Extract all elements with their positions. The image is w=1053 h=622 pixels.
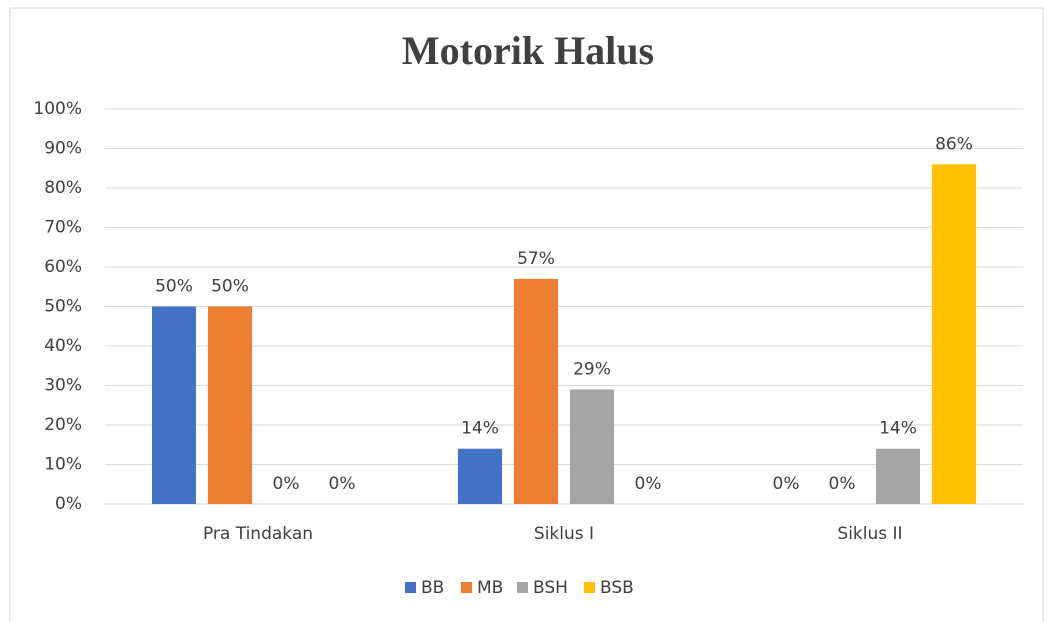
bar bbox=[932, 164, 976, 505]
legend-label: BB bbox=[421, 578, 444, 598]
data-label: 29% bbox=[573, 359, 611, 379]
y-tick-label: 80% bbox=[44, 178, 82, 198]
x-tick-label: Siklus I bbox=[534, 524, 594, 544]
legend-swatch bbox=[584, 582, 595, 593]
legend-swatch bbox=[461, 582, 472, 593]
data-label: 86% bbox=[935, 134, 973, 154]
chart-title: Motorik Halus bbox=[402, 28, 654, 73]
y-tick-label: 0% bbox=[55, 494, 82, 514]
bar bbox=[514, 278, 558, 504]
data-label: 0% bbox=[773, 474, 800, 494]
data-label: 50% bbox=[211, 277, 249, 297]
x-tick-label: Pra Tindakan bbox=[203, 524, 313, 544]
data-label: 50% bbox=[155, 277, 193, 297]
bar bbox=[152, 306, 196, 504]
legend-label: BSH bbox=[533, 578, 568, 598]
bar bbox=[570, 389, 614, 504]
legend-swatch bbox=[405, 582, 416, 593]
bar bbox=[458, 448, 502, 504]
y-tick-label: 60% bbox=[44, 257, 82, 277]
legend-label: MB bbox=[477, 578, 503, 598]
data-label: 0% bbox=[829, 474, 856, 494]
data-label: 0% bbox=[273, 474, 300, 494]
y-tick-label: 90% bbox=[44, 139, 82, 159]
y-tick-label: 40% bbox=[44, 336, 82, 356]
data-label: 0% bbox=[329, 474, 356, 494]
y-tick-label: 50% bbox=[44, 297, 82, 317]
data-label: 14% bbox=[461, 419, 499, 439]
data-label: 57% bbox=[517, 249, 555, 269]
data-label: 0% bbox=[635, 474, 662, 494]
bar bbox=[208, 306, 252, 504]
data-label: 14% bbox=[879, 419, 917, 439]
y-tick-label: 70% bbox=[44, 218, 82, 238]
y-tick-label: 20% bbox=[44, 415, 82, 435]
y-tick-label: 30% bbox=[44, 376, 82, 396]
legend-label: BSB bbox=[600, 578, 634, 598]
y-tick-label: 10% bbox=[44, 455, 82, 475]
legend-swatch bbox=[517, 582, 528, 593]
y-tick-label: 100% bbox=[33, 99, 82, 119]
x-tick-label: Siklus II bbox=[837, 524, 902, 544]
bar bbox=[876, 448, 920, 504]
